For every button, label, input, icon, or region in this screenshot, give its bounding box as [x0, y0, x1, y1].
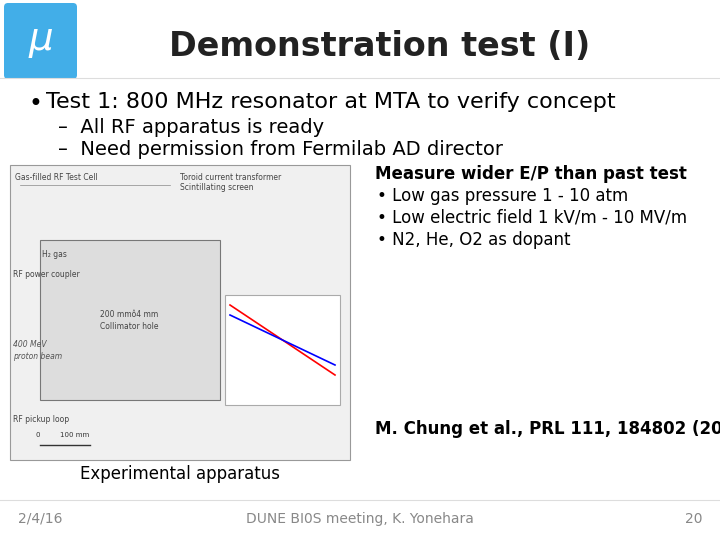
Text: proton beam: proton beam	[13, 352, 62, 361]
Text: M. Chung et al., PRL 111, 184802 (2013): M. Chung et al., PRL 111, 184802 (2013)	[375, 420, 720, 438]
Text: 100 mm: 100 mm	[60, 432, 89, 438]
Text: 2/4/16: 2/4/16	[18, 512, 63, 526]
Text: Measure wider E/P than past test: Measure wider E/P than past test	[375, 165, 687, 183]
FancyBboxPatch shape	[225, 295, 340, 405]
Text: Collimator hole: Collimator hole	[100, 322, 158, 331]
Text: Gas-filled RF Test Cell: Gas-filled RF Test Cell	[15, 173, 98, 182]
Text: H₂ gas: H₂ gas	[42, 250, 67, 259]
Text: RF pickup loop: RF pickup loop	[13, 415, 69, 424]
Text: 200 mmô4 mm: 200 mmô4 mm	[100, 310, 158, 319]
Text: DUNE BI0S meeting, K. Yonehara: DUNE BI0S meeting, K. Yonehara	[246, 512, 474, 526]
Text: –  Need permission from Fermilab AD director: – Need permission from Fermilab AD direc…	[58, 140, 503, 159]
Text: •: •	[28, 92, 42, 116]
Text: RF power coupler: RF power coupler	[13, 270, 80, 279]
FancyBboxPatch shape	[10, 165, 350, 460]
Text: $\mu$: $\mu$	[28, 22, 53, 60]
Text: Demonstration test (I): Demonstration test (I)	[169, 30, 590, 63]
Text: Experimental apparatus: Experimental apparatus	[80, 465, 280, 483]
Text: • Low electric field 1 kV/m - 10 MV/m: • Low electric field 1 kV/m - 10 MV/m	[377, 209, 687, 227]
Text: 400 MeV: 400 MeV	[13, 340, 47, 349]
Text: Toroid current transformer: Toroid current transformer	[180, 173, 282, 182]
FancyBboxPatch shape	[40, 240, 220, 400]
Text: • N2, He, O2 as dopant: • N2, He, O2 as dopant	[377, 231, 570, 249]
Text: • Low gas pressure 1 - 10 atm: • Low gas pressure 1 - 10 atm	[377, 187, 629, 205]
Text: Test 1: 800 MHz resonator at MTA to verify concept: Test 1: 800 MHz resonator at MTA to veri…	[46, 92, 616, 112]
Text: Scintillating screen: Scintillating screen	[180, 183, 253, 192]
FancyBboxPatch shape	[4, 3, 77, 79]
Text: 20: 20	[685, 512, 702, 526]
Text: –  All RF apparatus is ready: – All RF apparatus is ready	[58, 118, 324, 137]
Text: 0: 0	[35, 432, 40, 438]
